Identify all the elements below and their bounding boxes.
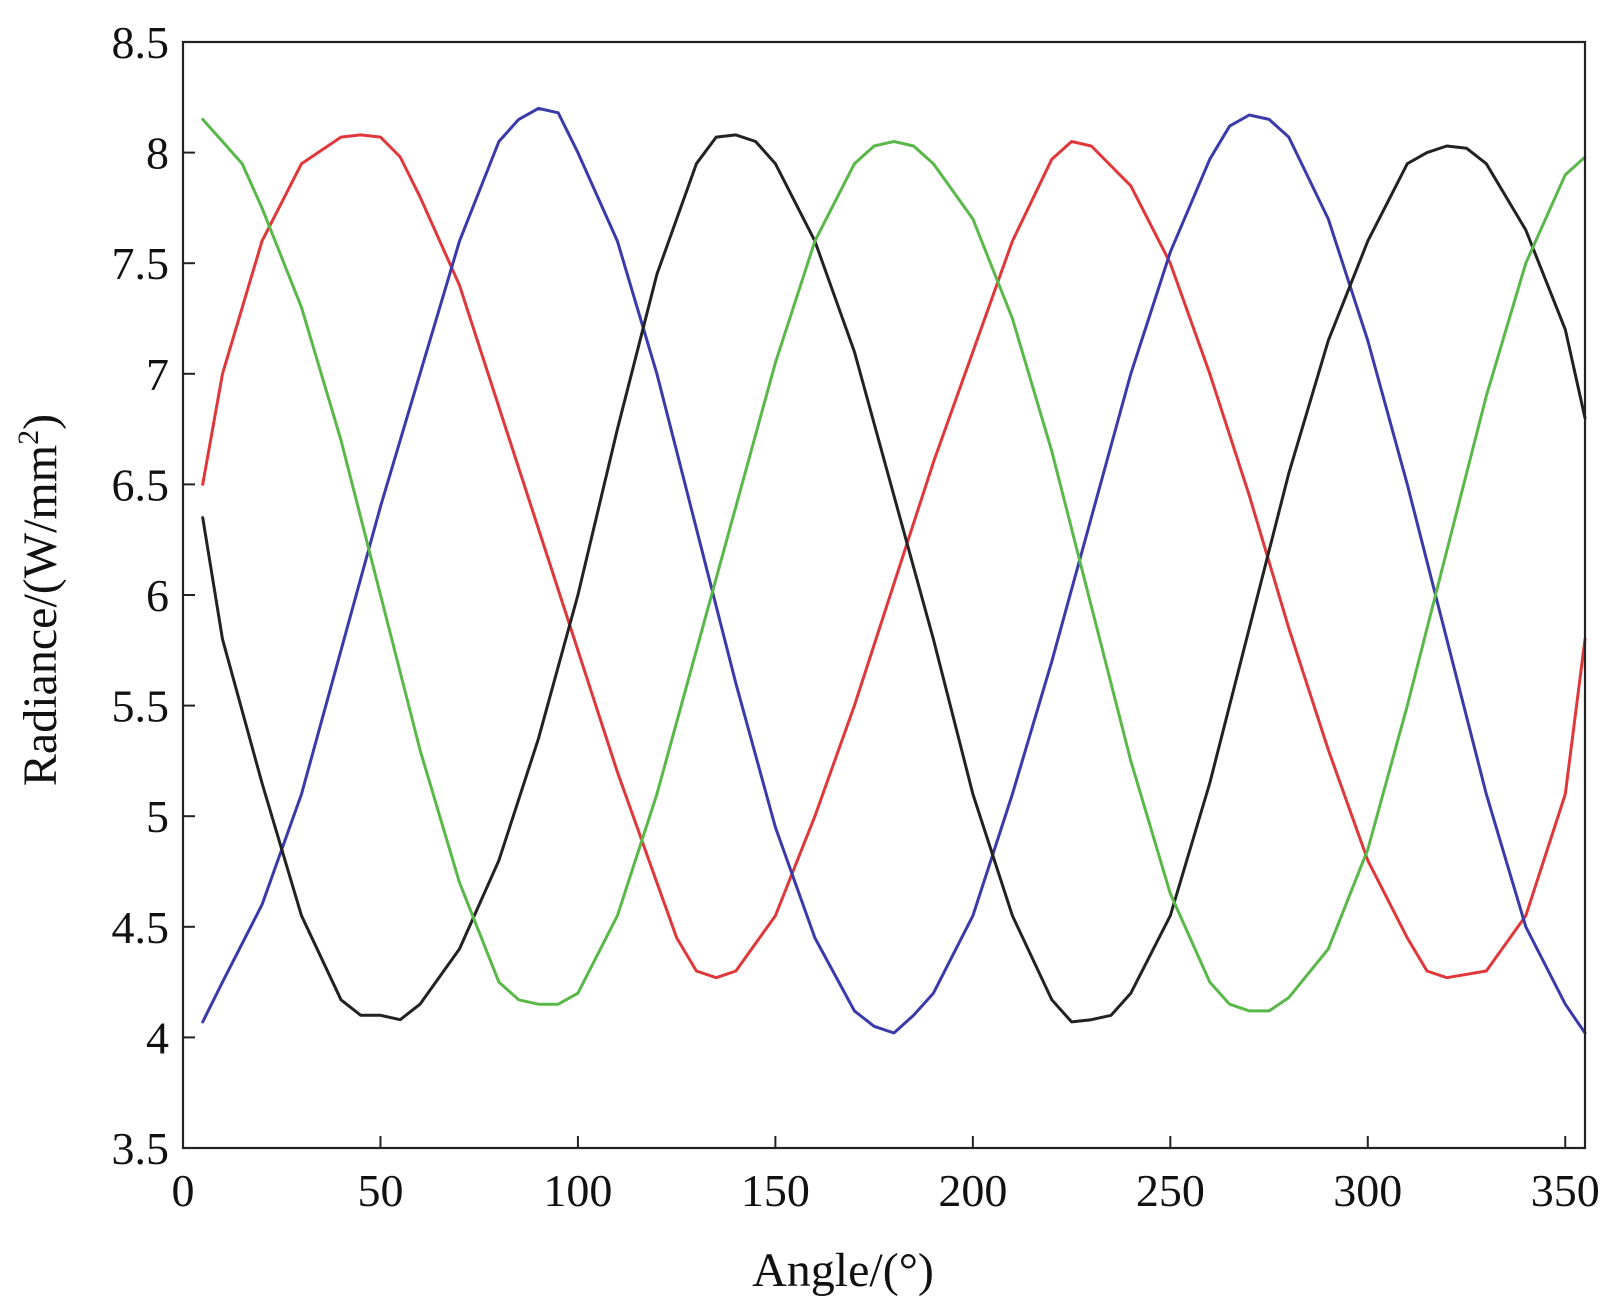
y-tick-label: 4 bbox=[146, 1012, 169, 1063]
x-tick-label: 0 bbox=[172, 1165, 195, 1216]
y-tick-label: 7.5 bbox=[112, 238, 170, 289]
y-axis-title-main: Radiance/(W/mm bbox=[14, 445, 67, 786]
y-axis-ticks: 3.5 4 4.5 5 5.5 6 6.5 7 7.5 8 8.5 bbox=[112, 17, 195, 1174]
x-tick-label: 50 bbox=[357, 1165, 403, 1216]
x-tick-label: 250 bbox=[1136, 1165, 1205, 1216]
y-axis-title: Radiance/(W/mm2) bbox=[12, 414, 67, 786]
y-tick-label: 3.5 bbox=[112, 1123, 170, 1174]
y-tick-label: 4.5 bbox=[112, 902, 170, 953]
x-tick-label: 300 bbox=[1333, 1165, 1402, 1216]
x-axis-ticks: 0 50 100 150 200 250 300 350 bbox=[172, 1136, 1600, 1216]
y-tick-label: 6.5 bbox=[112, 459, 170, 510]
series-group bbox=[201, 106, 1587, 1035]
y-axis-title-end: ) bbox=[14, 414, 67, 430]
x-tick-label: 200 bbox=[938, 1165, 1007, 1216]
series-line-3 bbox=[201, 133, 1587, 1024]
x-axis-title: Angle/(°) bbox=[752, 1244, 934, 1297]
x-tick-label: 350 bbox=[1531, 1165, 1600, 1216]
y-tick-label: 5.5 bbox=[112, 681, 170, 732]
series-line-4 bbox=[201, 117, 1587, 1013]
y-tick-label: 5 bbox=[146, 791, 169, 842]
x-tick-label: 150 bbox=[741, 1165, 810, 1216]
y-axis-title-superscript: 2 bbox=[12, 430, 45, 445]
plot-background bbox=[183, 42, 1585, 1148]
series-line-2 bbox=[201, 106, 1587, 1035]
series-line-1 bbox=[201, 133, 1587, 980]
y-tick-label: 8.5 bbox=[112, 17, 170, 68]
y-tick-label: 7 bbox=[146, 349, 169, 400]
y-tick-label: 6 bbox=[146, 570, 169, 621]
x-tick-label: 100 bbox=[543, 1165, 612, 1216]
y-tick-label: 8 bbox=[146, 128, 169, 179]
